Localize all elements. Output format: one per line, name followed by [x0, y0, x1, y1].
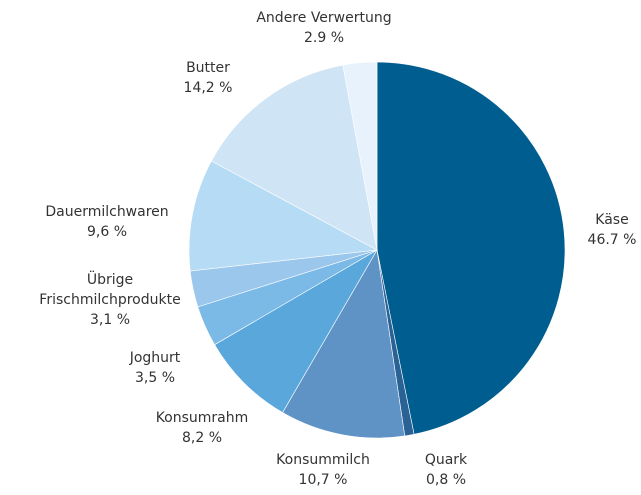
value-label: 0,8 %	[425, 472, 467, 488]
category-name: Joghurt	[129, 350, 181, 366]
slice-label: Andere Verwertung 2.9 %	[239, 8, 409, 48]
pie-slice	[188, 160, 378, 272]
category-name: Butter	[186, 60, 230, 76]
category-name: Übrige Frischmilchprodukte	[39, 272, 181, 308]
slice-label: Konsumrahm 8,2 %	[117, 408, 287, 448]
slice-label: Übrige Frischmilchprodukte 3,1 %	[25, 270, 195, 330]
value-label: 14,2 %	[183, 80, 233, 96]
category-name: Konsumrahm	[155, 410, 249, 426]
slice-label: Käse 46.7 %	[527, 210, 641, 250]
category-name: Andere Verwertung	[256, 10, 392, 26]
pie-slice	[210, 64, 378, 251]
value-label: 46.7 %	[587, 232, 637, 248]
value-label: 10,7 %	[298, 472, 348, 488]
pie-slice	[342, 61, 378, 251]
pie-slice	[214, 249, 378, 413]
slice-label: Dauermilchwaren 9,6 %	[22, 202, 192, 242]
slice-label: Joghurt 3,5 %	[70, 348, 240, 388]
value-label: 9,6 %	[86, 224, 128, 240]
pie-slice	[282, 249, 406, 439]
value-label: 2.9 %	[303, 30, 345, 46]
category-name: Käse	[595, 212, 629, 228]
category-name: Quark	[424, 452, 468, 468]
slice-label: Butter 14,2 %	[123, 58, 293, 98]
category-name: Dauermilchwaren	[45, 204, 169, 220]
value-label: 8,2 %	[181, 430, 223, 446]
value-label: 3,5 %	[134, 370, 176, 386]
value-label: 3,1 %	[89, 312, 131, 328]
slice-label: Konsummilch 10,7 %	[238, 450, 408, 490]
category-name: Konsummilch	[276, 452, 370, 468]
pie-slice	[376, 61, 566, 435]
slice-label: Quark 0,8 %	[361, 450, 531, 490]
